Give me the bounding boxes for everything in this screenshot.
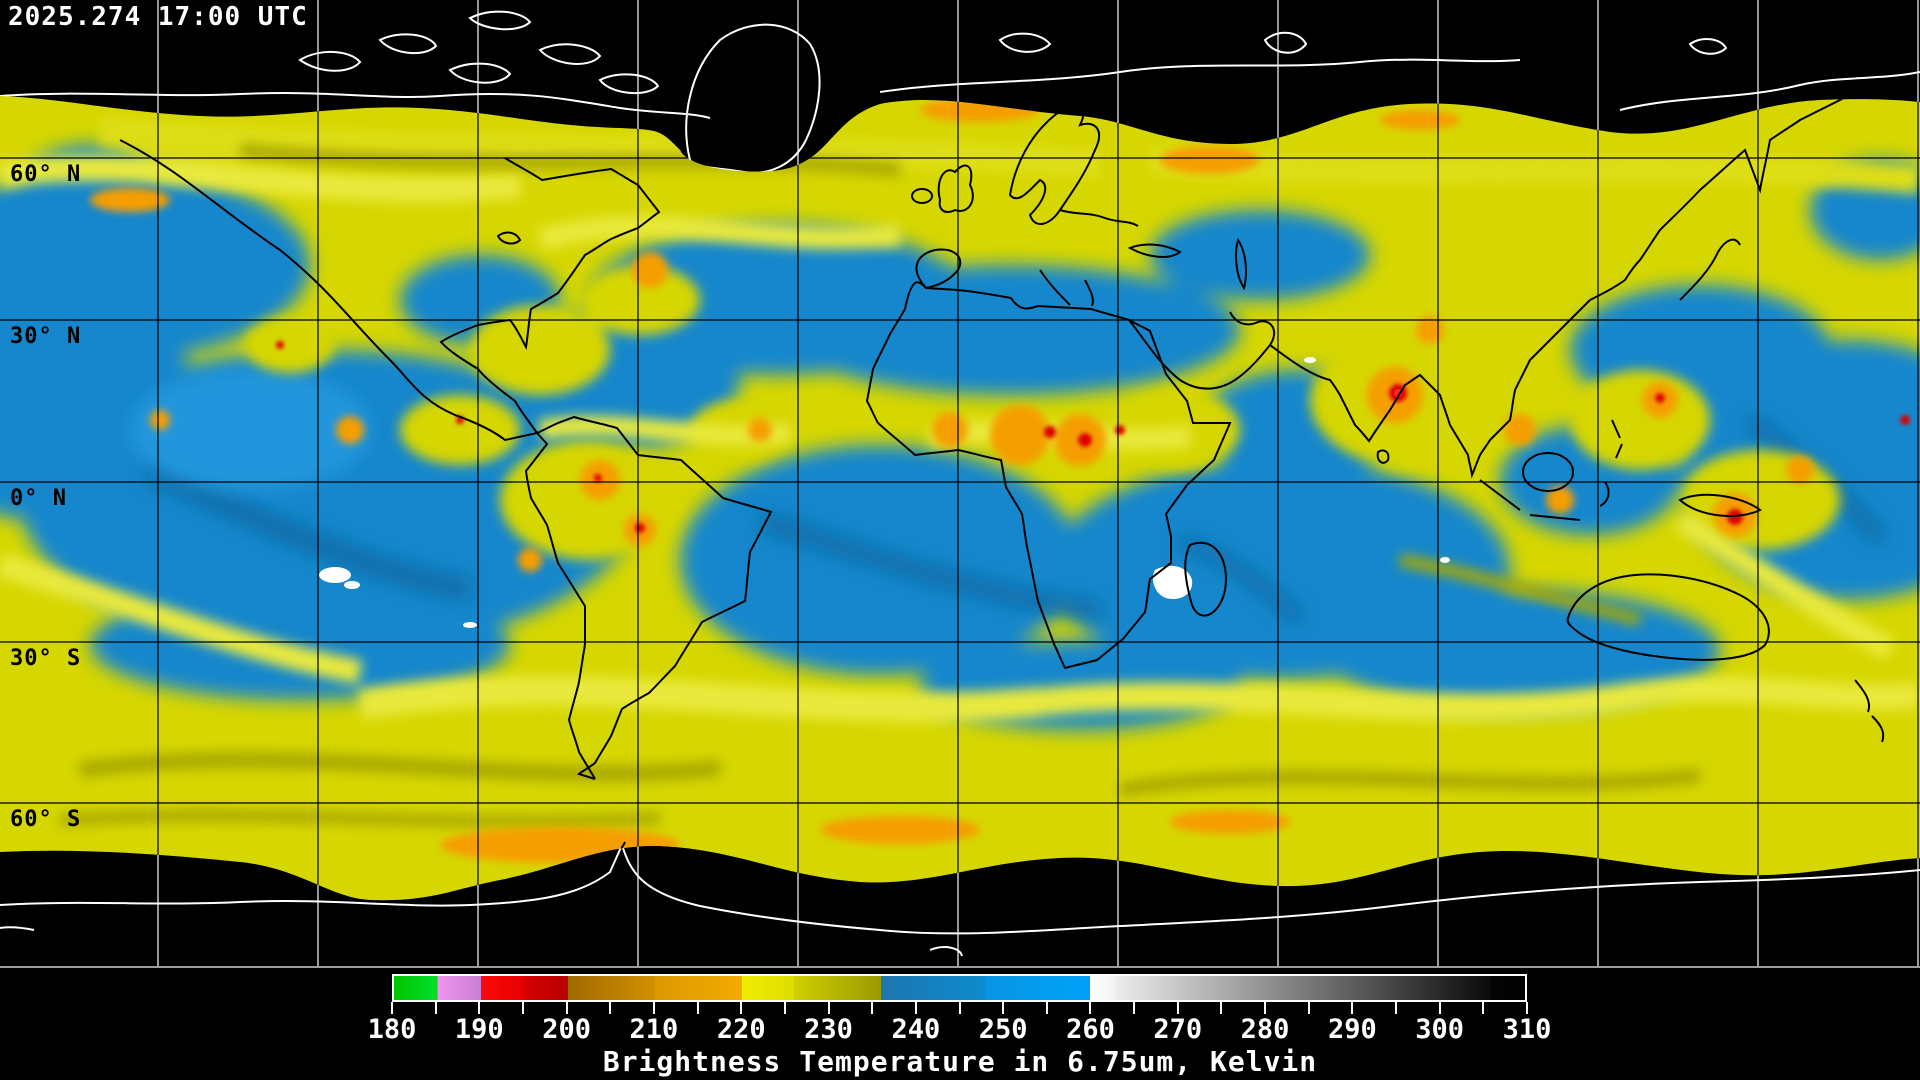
colorbar-title: Brightness Temperature in 6.75um, Kelvin	[602, 1045, 1318, 1078]
colorbar-tick-label: 280	[1240, 1014, 1290, 1045]
colorbar-tick-label: 200	[542, 1014, 591, 1045]
colorbar-tick	[1264, 1002, 1267, 1014]
latitude-label-0n: 0° N	[10, 486, 67, 511]
colorbar-tick	[958, 1002, 961, 1014]
colorbar-tick	[609, 1002, 612, 1014]
colorbar-tick-label: 220	[716, 1014, 766, 1045]
colorbar-tick	[1045, 1002, 1048, 1014]
colorbar-tick-label: 270	[1153, 1014, 1203, 1045]
colorbar-tick-label: 250	[978, 1014, 1028, 1045]
latitude-label-30n: 30° N	[10, 324, 82, 349]
colorbar-tick-label: 290	[1327, 1014, 1377, 1045]
colorbar-tick	[652, 1002, 655, 1014]
latitude-label-60n: 60° N	[10, 162, 82, 187]
colorbar-tick	[1526, 1002, 1528, 1014]
world-map	[0, 0, 1920, 968]
colorbar-tick	[478, 1002, 481, 1014]
colorbar-tick	[391, 1002, 393, 1014]
colorbar-tick-label: 180	[367, 1014, 417, 1045]
colorbar-tick	[1089, 1002, 1092, 1014]
colorbar-tick	[871, 1002, 874, 1014]
colorbar-tick	[783, 1002, 786, 1014]
colorbar-tick	[1220, 1002, 1223, 1014]
latitude-label-30s: 30° S	[10, 646, 82, 671]
colorbar-tick	[1307, 1002, 1310, 1014]
data-field	[0, 96, 1920, 901]
colorbar-tick-label: 240	[891, 1014, 941, 1045]
colorbar-tick	[1176, 1002, 1179, 1014]
colorbar-tick	[565, 1002, 568, 1014]
latitude-label-60s: 60° S	[10, 807, 82, 832]
colorbar-tick-label: 260	[1066, 1014, 1115, 1045]
colorbar-tick	[914, 1002, 917, 1014]
colorbar-labels: 180 190 200 210 220 230 240 250 260 270 280 290 300 3…	[368, 1014, 1552, 1045]
colorbar-track	[392, 974, 1527, 1002]
colorbar-tick-label: 230	[804, 1014, 853, 1045]
colorbar-tick-label: 190	[454, 1014, 504, 1045]
colorbar-tick	[1002, 1002, 1005, 1014]
colorbar-tick	[1482, 1002, 1485, 1014]
colorbar-tick	[434, 1002, 437, 1014]
colorbar-tick-label: 210	[629, 1014, 679, 1045]
colorbar-tick-label: 310	[1502, 1014, 1552, 1045]
graticule-over-data	[0, 96, 1920, 901]
colorbar-tick	[1133, 1002, 1136, 1014]
colorbar-tick	[1438, 1002, 1441, 1014]
colorbar-tick	[696, 1002, 699, 1014]
colorbar-tick	[521, 1002, 524, 1014]
colorbar-tick	[740, 1002, 743, 1014]
timestamp-label: 2025.274 17:00 UTC	[8, 2, 308, 32]
colorbar-tick	[1351, 1002, 1354, 1014]
colorbar-tick	[827, 1002, 830, 1014]
coastlines	[119, 96, 1885, 881]
colorbar-tick-label: 300	[1415, 1014, 1465, 1045]
colorbar-tick	[1395, 1002, 1398, 1014]
antarctica-coastline	[0, 842, 1920, 957]
colorbar-ticks	[391, 1002, 1528, 1015]
